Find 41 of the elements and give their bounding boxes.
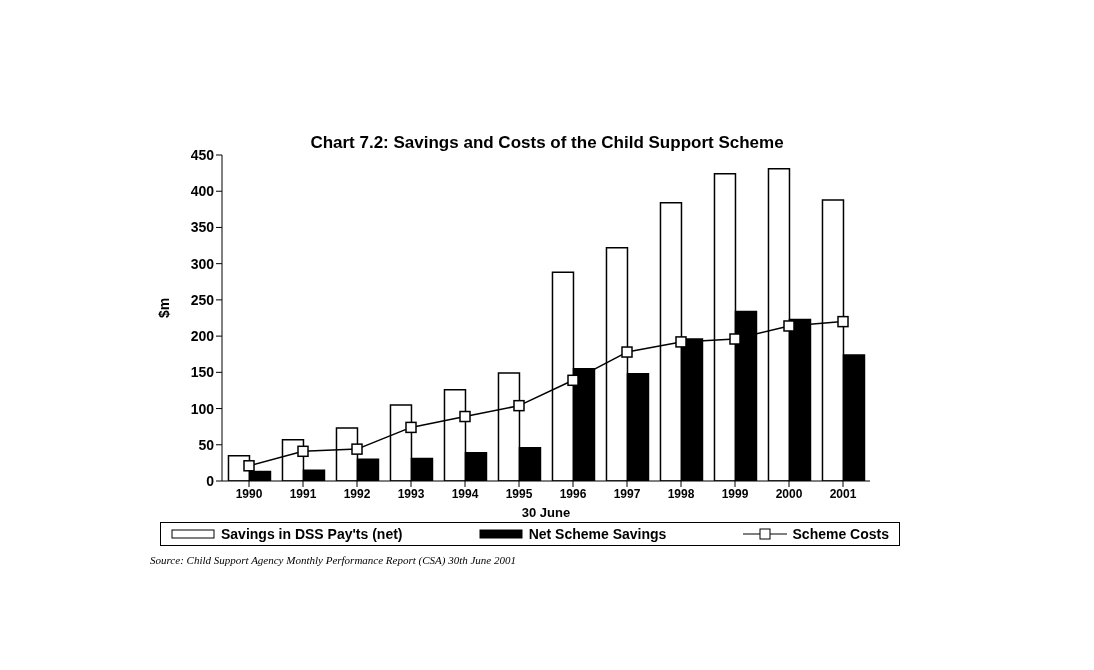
y-tick-label: 100 <box>190 400 215 417</box>
x-tick-label: 1998 <box>667 486 695 501</box>
x-tick-label: 1999 <box>721 486 749 501</box>
point <box>405 421 417 434</box>
x-tick-label: 1993 <box>397 486 425 501</box>
y-axis-title: $m <box>155 297 172 318</box>
legend-label: Net Scheme Savings <box>528 526 667 542</box>
x-tick-label: 2001 <box>829 486 857 501</box>
x-tick-label: 1995 <box>505 486 533 501</box>
y-tick-label: 200 <box>190 328 215 345</box>
y-tick-label: 300 <box>190 255 215 272</box>
point <box>297 445 309 458</box>
point <box>351 443 363 455</box>
legend-label: Scheme Costs <box>792 526 889 542</box>
x-tick-label: 1990 <box>235 486 263 501</box>
y-tick-label: 150 <box>190 364 215 381</box>
point <box>729 333 741 345</box>
y-tick-label: 50 <box>198 436 215 453</box>
x-axis-title: 30 June <box>521 505 571 520</box>
y-tick-label: 400 <box>190 183 215 200</box>
x-tick-label: 2000 <box>775 486 803 501</box>
x-tick-label: 1992 <box>343 486 371 501</box>
y-tick-label: 250 <box>190 291 215 308</box>
point <box>621 346 633 358</box>
x-tick-label: 1996 <box>559 486 587 501</box>
x-tick-label: 1994 <box>451 486 479 501</box>
point <box>567 374 579 387</box>
point <box>675 336 687 348</box>
point <box>783 320 795 332</box>
y-tick-label: 350 <box>190 219 215 236</box>
legend-label: Savings in DSS Pay'ts (net) <box>221 526 403 542</box>
source-note: Source: Child Support Agency Monthly Performance Report (CSA) 30th June 2001 <box>150 554 516 566</box>
point <box>243 460 255 472</box>
y-tick-label: 0 <box>206 472 215 489</box>
point <box>459 410 471 423</box>
x-tick-label: 1991 <box>289 486 317 501</box>
point <box>513 399 525 412</box>
chart-title: Chart 7.2: Savings and Costs of the Child Support Scheme <box>310 133 784 152</box>
y-tick-label: 450 <box>190 146 215 163</box>
x-tick-label: 1997 <box>613 486 641 501</box>
point <box>837 315 849 328</box>
